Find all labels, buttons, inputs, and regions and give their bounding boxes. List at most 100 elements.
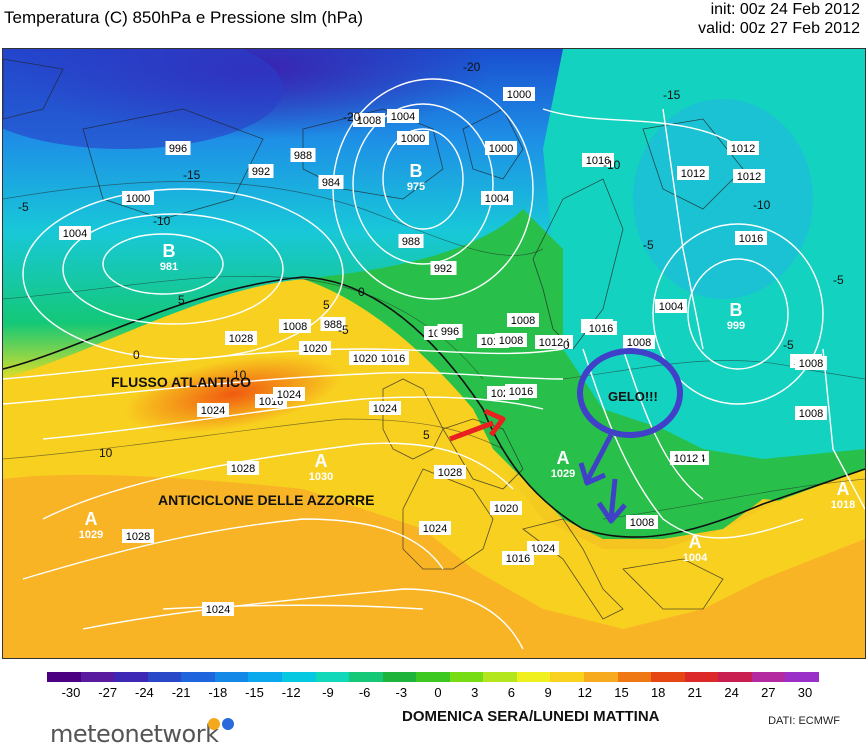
isobar-label: 1008 <box>623 335 655 349</box>
isobar-label: 1020 <box>349 351 381 365</box>
isobar-label: 1016 <box>735 231 767 245</box>
isobar-label: 1012 <box>733 169 765 183</box>
colorbar-segment <box>114 672 149 682</box>
isobar-label: 1000 <box>397 131 429 145</box>
svg-text:1018: 1018 <box>831 499 855 511</box>
colorbar-segment <box>584 672 619 682</box>
isobar-label: 1016 <box>582 153 614 167</box>
svg-text:1008: 1008 <box>499 335 523 347</box>
svg-text:1020: 1020 <box>303 343 327 355</box>
colorbar-segment <box>47 672 82 682</box>
svg-text:B: B <box>730 300 743 320</box>
isobar-label: 1012 <box>670 451 702 465</box>
isobar-label: 1004 <box>655 299 687 313</box>
blue-arrow-icon <box>578 433 614 486</box>
forecast-caption: DOMENICA SERA/LUNEDI MATTINA <box>402 708 660 725</box>
svg-text:1008: 1008 <box>283 321 307 333</box>
meteonetwork-logo: meteonetwork <box>50 720 219 748</box>
svg-text:1012: 1012 <box>674 453 698 465</box>
colorbar-segment <box>349 672 384 682</box>
svg-text:B: B <box>410 161 423 181</box>
isobar-label: 996 <box>165 141 191 155</box>
svg-text:1028: 1028 <box>126 531 150 543</box>
isotherm-label: -10 <box>603 158 621 172</box>
svg-text:1024: 1024 <box>373 403 397 415</box>
anticiclone-label: ANTICICLONE DELLE AZZORRE <box>158 492 374 508</box>
isobar-label: 1012 <box>535 335 567 349</box>
isobar-label: 1028 <box>434 465 466 479</box>
isobar-label: 992 <box>248 164 274 178</box>
colorbar-tick-label: 6 <box>507 685 516 700</box>
svg-text:1016: 1016 <box>509 386 533 398</box>
svg-text:988: 988 <box>324 319 342 331</box>
svg-text:A: A <box>689 532 702 552</box>
isobar-label: 1028 <box>227 461 259 475</box>
colorbar-segment <box>214 672 249 682</box>
svg-text:988: 988 <box>402 236 420 248</box>
isobar-label: 1008 <box>495 333 527 347</box>
svg-text:988: 988 <box>294 150 312 162</box>
svg-text:1008: 1008 <box>357 115 381 127</box>
colorbar-tick-label: 3 <box>471 685 479 700</box>
isobar-label: 1008 <box>507 313 539 327</box>
colorbar-tick-label: 30 <box>797 685 813 700</box>
colorbar-tick-label: 18 <box>650 685 666 700</box>
isotherm-label: 0 <box>358 285 365 299</box>
svg-text:1000: 1000 <box>507 89 531 101</box>
valid-time: valid: 00z 27 Feb 2012 <box>698 20 860 37</box>
colorbar-segment <box>181 672 216 682</box>
svg-text:1004: 1004 <box>683 552 708 564</box>
isotherm-label: -20 <box>343 110 361 124</box>
gelo-label: GELO!!! <box>608 389 658 404</box>
colorbar-tick-label: 9 <box>544 685 552 700</box>
svg-text:1030: 1030 <box>309 471 333 483</box>
colorbar-tick-label: -30 <box>61 685 81 700</box>
isotherm-label: 5 <box>323 298 330 312</box>
map-svg: 1004100099699298898498899610001008100410… <box>3 49 865 658</box>
isobar-label: 988 <box>290 148 316 162</box>
svg-text:1012: 1012 <box>681 168 705 180</box>
colorbar-segment <box>550 672 585 682</box>
colorbar-tick-label: -21 <box>171 685 191 700</box>
svg-text:A: A <box>315 451 328 471</box>
isobar-label: 1004 <box>59 226 91 240</box>
svg-text:1004: 1004 <box>63 228 87 240</box>
red-arrow-icon <box>449 408 506 442</box>
colorbar-tick-label: 0 <box>434 685 442 700</box>
svg-text:1016: 1016 <box>381 353 405 365</box>
isotherm-label: -5 <box>833 273 844 287</box>
isobar-label: 1000 <box>503 87 535 101</box>
isobar-label: 988 <box>320 317 346 331</box>
isobar-label: 1016 <box>377 351 409 365</box>
svg-text:1028: 1028 <box>231 463 255 475</box>
svg-text:1016: 1016 <box>586 155 610 167</box>
colorbar-tick-label: -9 <box>322 685 334 700</box>
isotherm-label: -15 <box>183 168 201 182</box>
colorbar-segment <box>684 672 719 682</box>
svg-text:999: 999 <box>727 320 745 332</box>
isotherm-label: -5 <box>783 338 794 352</box>
colorbar-tick-label: 27 <box>761 685 776 700</box>
isobar-label: 1004 <box>481 191 513 205</box>
svg-text:992: 992 <box>252 166 270 178</box>
flusso-label: FLUSSO ATLANTICO <box>111 374 251 390</box>
svg-text:1024: 1024 <box>201 405 225 417</box>
colorbar-segment <box>248 672 283 682</box>
colorbar-tick-label: -24 <box>134 685 154 700</box>
isotherm-label: -5 <box>18 200 29 214</box>
isobar-label: 1008 <box>795 406 827 420</box>
svg-text:981: 981 <box>160 261 178 273</box>
isotherm-label: 10 <box>233 368 247 382</box>
svg-text:1008: 1008 <box>799 358 823 370</box>
colorbar-segment <box>449 672 484 682</box>
isobar-label: 1008 <box>279 319 311 333</box>
svg-text:1008: 1008 <box>799 408 823 420</box>
isobar-label: 1020 <box>299 341 331 355</box>
svg-text:1008: 1008 <box>630 517 654 529</box>
colorbar-segment <box>416 672 451 682</box>
